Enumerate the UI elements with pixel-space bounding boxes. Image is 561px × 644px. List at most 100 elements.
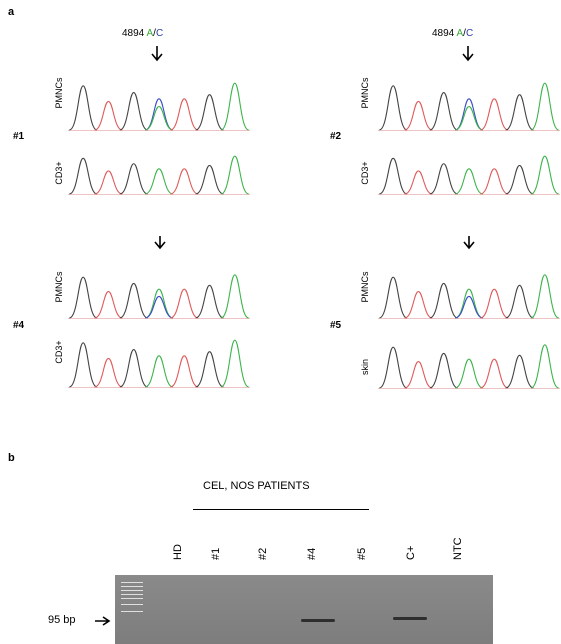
track-label: PMNCs <box>360 271 370 303</box>
patient-id-5: #5 <box>330 320 342 331</box>
lane-label: #5 <box>356 547 368 560</box>
trace-peak <box>68 342 98 388</box>
trace-peak <box>170 98 199 131</box>
trace-peak <box>454 98 484 131</box>
trace-peak <box>530 344 560 389</box>
trace-peak <box>379 157 408 195</box>
group-title: CEL, NOS PATIENTS <box>203 480 310 492</box>
trace-peak <box>429 352 458 389</box>
trace-peak <box>454 168 484 195</box>
arrow-down-icon <box>463 236 475 250</box>
trace-peak <box>119 349 148 388</box>
gel-band-cplus <box>393 617 427 620</box>
trace-peak <box>530 82 560 131</box>
trace-peak-secondary <box>454 106 484 131</box>
trace-peak <box>119 163 148 195</box>
ladder-band <box>121 594 143 595</box>
lane-label: #2 <box>257 547 269 560</box>
ladder-band <box>121 598 143 599</box>
mutation-label-right: 4894 A/C <box>432 28 474 39</box>
trace-peak <box>220 82 250 131</box>
lane-label: NTC <box>452 537 464 560</box>
trace-peak <box>454 358 484 389</box>
chromatogram-trace <box>68 82 250 131</box>
chromatogram-trace <box>68 274 250 319</box>
track-label: CD3+ <box>54 340 64 364</box>
chromatogram-trace <box>378 274 560 319</box>
trace-peak <box>94 291 123 319</box>
lane-label: #1 <box>210 547 222 560</box>
panel-a-label: a <box>8 6 15 18</box>
trace-peak <box>404 291 433 319</box>
ladder-band <box>121 611 143 612</box>
trace-peak <box>220 274 250 319</box>
trace-peak <box>119 282 148 319</box>
arrow-right-icon <box>95 616 111 626</box>
ladder-band <box>121 582 143 583</box>
lane-label: #4 <box>306 547 318 560</box>
trace-peak-secondary <box>144 295 174 319</box>
track-label: CD3+ <box>360 161 370 185</box>
size-marker-label: 95 bp <box>48 614 76 626</box>
trace-peak <box>170 355 199 388</box>
trace-peak <box>68 85 98 131</box>
trace-peak <box>505 164 534 195</box>
trace-peak <box>144 168 174 195</box>
trace-peak <box>220 339 250 388</box>
trace-peak <box>378 276 408 319</box>
trace-peak <box>94 170 123 195</box>
trace-peak <box>144 355 174 388</box>
trace-peak <box>429 92 458 131</box>
trace-peak <box>530 274 560 319</box>
trace-peak <box>195 164 224 195</box>
patient-id-4: #4 <box>13 320 25 331</box>
trace-peak <box>530 155 559 195</box>
trace-peak <box>170 288 199 319</box>
trace-peak <box>144 288 174 319</box>
gel-band-4 <box>301 619 335 622</box>
trace-peak-secondary <box>454 295 484 319</box>
trace-peak <box>404 100 433 131</box>
chromatogram-trace <box>68 155 250 195</box>
trace-peak <box>68 276 98 319</box>
trace-peak <box>480 288 509 319</box>
chromatogram-trace <box>68 339 250 388</box>
chromatogram-trace <box>378 344 560 389</box>
chromatogram-trace <box>378 82 560 131</box>
patient-id-2: #2 <box>330 131 342 142</box>
trace-peak <box>404 170 433 195</box>
panel-b-label: b <box>8 452 15 464</box>
lane-label: C+ <box>405 545 417 560</box>
track-label: PMNCs <box>54 271 64 303</box>
trace-peak <box>454 288 484 319</box>
trace-peak <box>119 92 148 131</box>
trace-peak <box>505 284 534 319</box>
arrow-down-icon <box>151 46 163 62</box>
patient-id-1: #1 <box>13 131 25 142</box>
track-label: CD3+ <box>54 161 64 185</box>
track-label: skin <box>360 359 370 376</box>
trace-peak <box>144 98 174 131</box>
arrow-down-icon <box>462 46 474 62</box>
trace-peak-secondary <box>144 106 174 131</box>
trace-peak <box>94 357 123 388</box>
trace-peak <box>480 98 509 131</box>
trace-peak <box>429 163 458 195</box>
trace-peak <box>94 100 123 131</box>
chromatogram-trace <box>378 155 560 195</box>
group-bracket-line <box>193 509 369 510</box>
trace-peak <box>378 346 408 389</box>
track-label: PMNCs <box>54 77 64 109</box>
trace-peak <box>195 94 224 131</box>
ladder-band <box>121 590 143 591</box>
lane-label: HD <box>172 544 184 560</box>
trace-peak <box>505 94 534 131</box>
trace-peak <box>480 168 509 195</box>
trace-peak <box>404 361 433 389</box>
trace-peak <box>170 168 199 195</box>
ladder-band <box>121 586 143 587</box>
trace-peak <box>505 354 534 389</box>
arrow-down-icon <box>154 236 166 250</box>
gel-image <box>115 575 493 644</box>
trace-peak <box>220 155 249 195</box>
